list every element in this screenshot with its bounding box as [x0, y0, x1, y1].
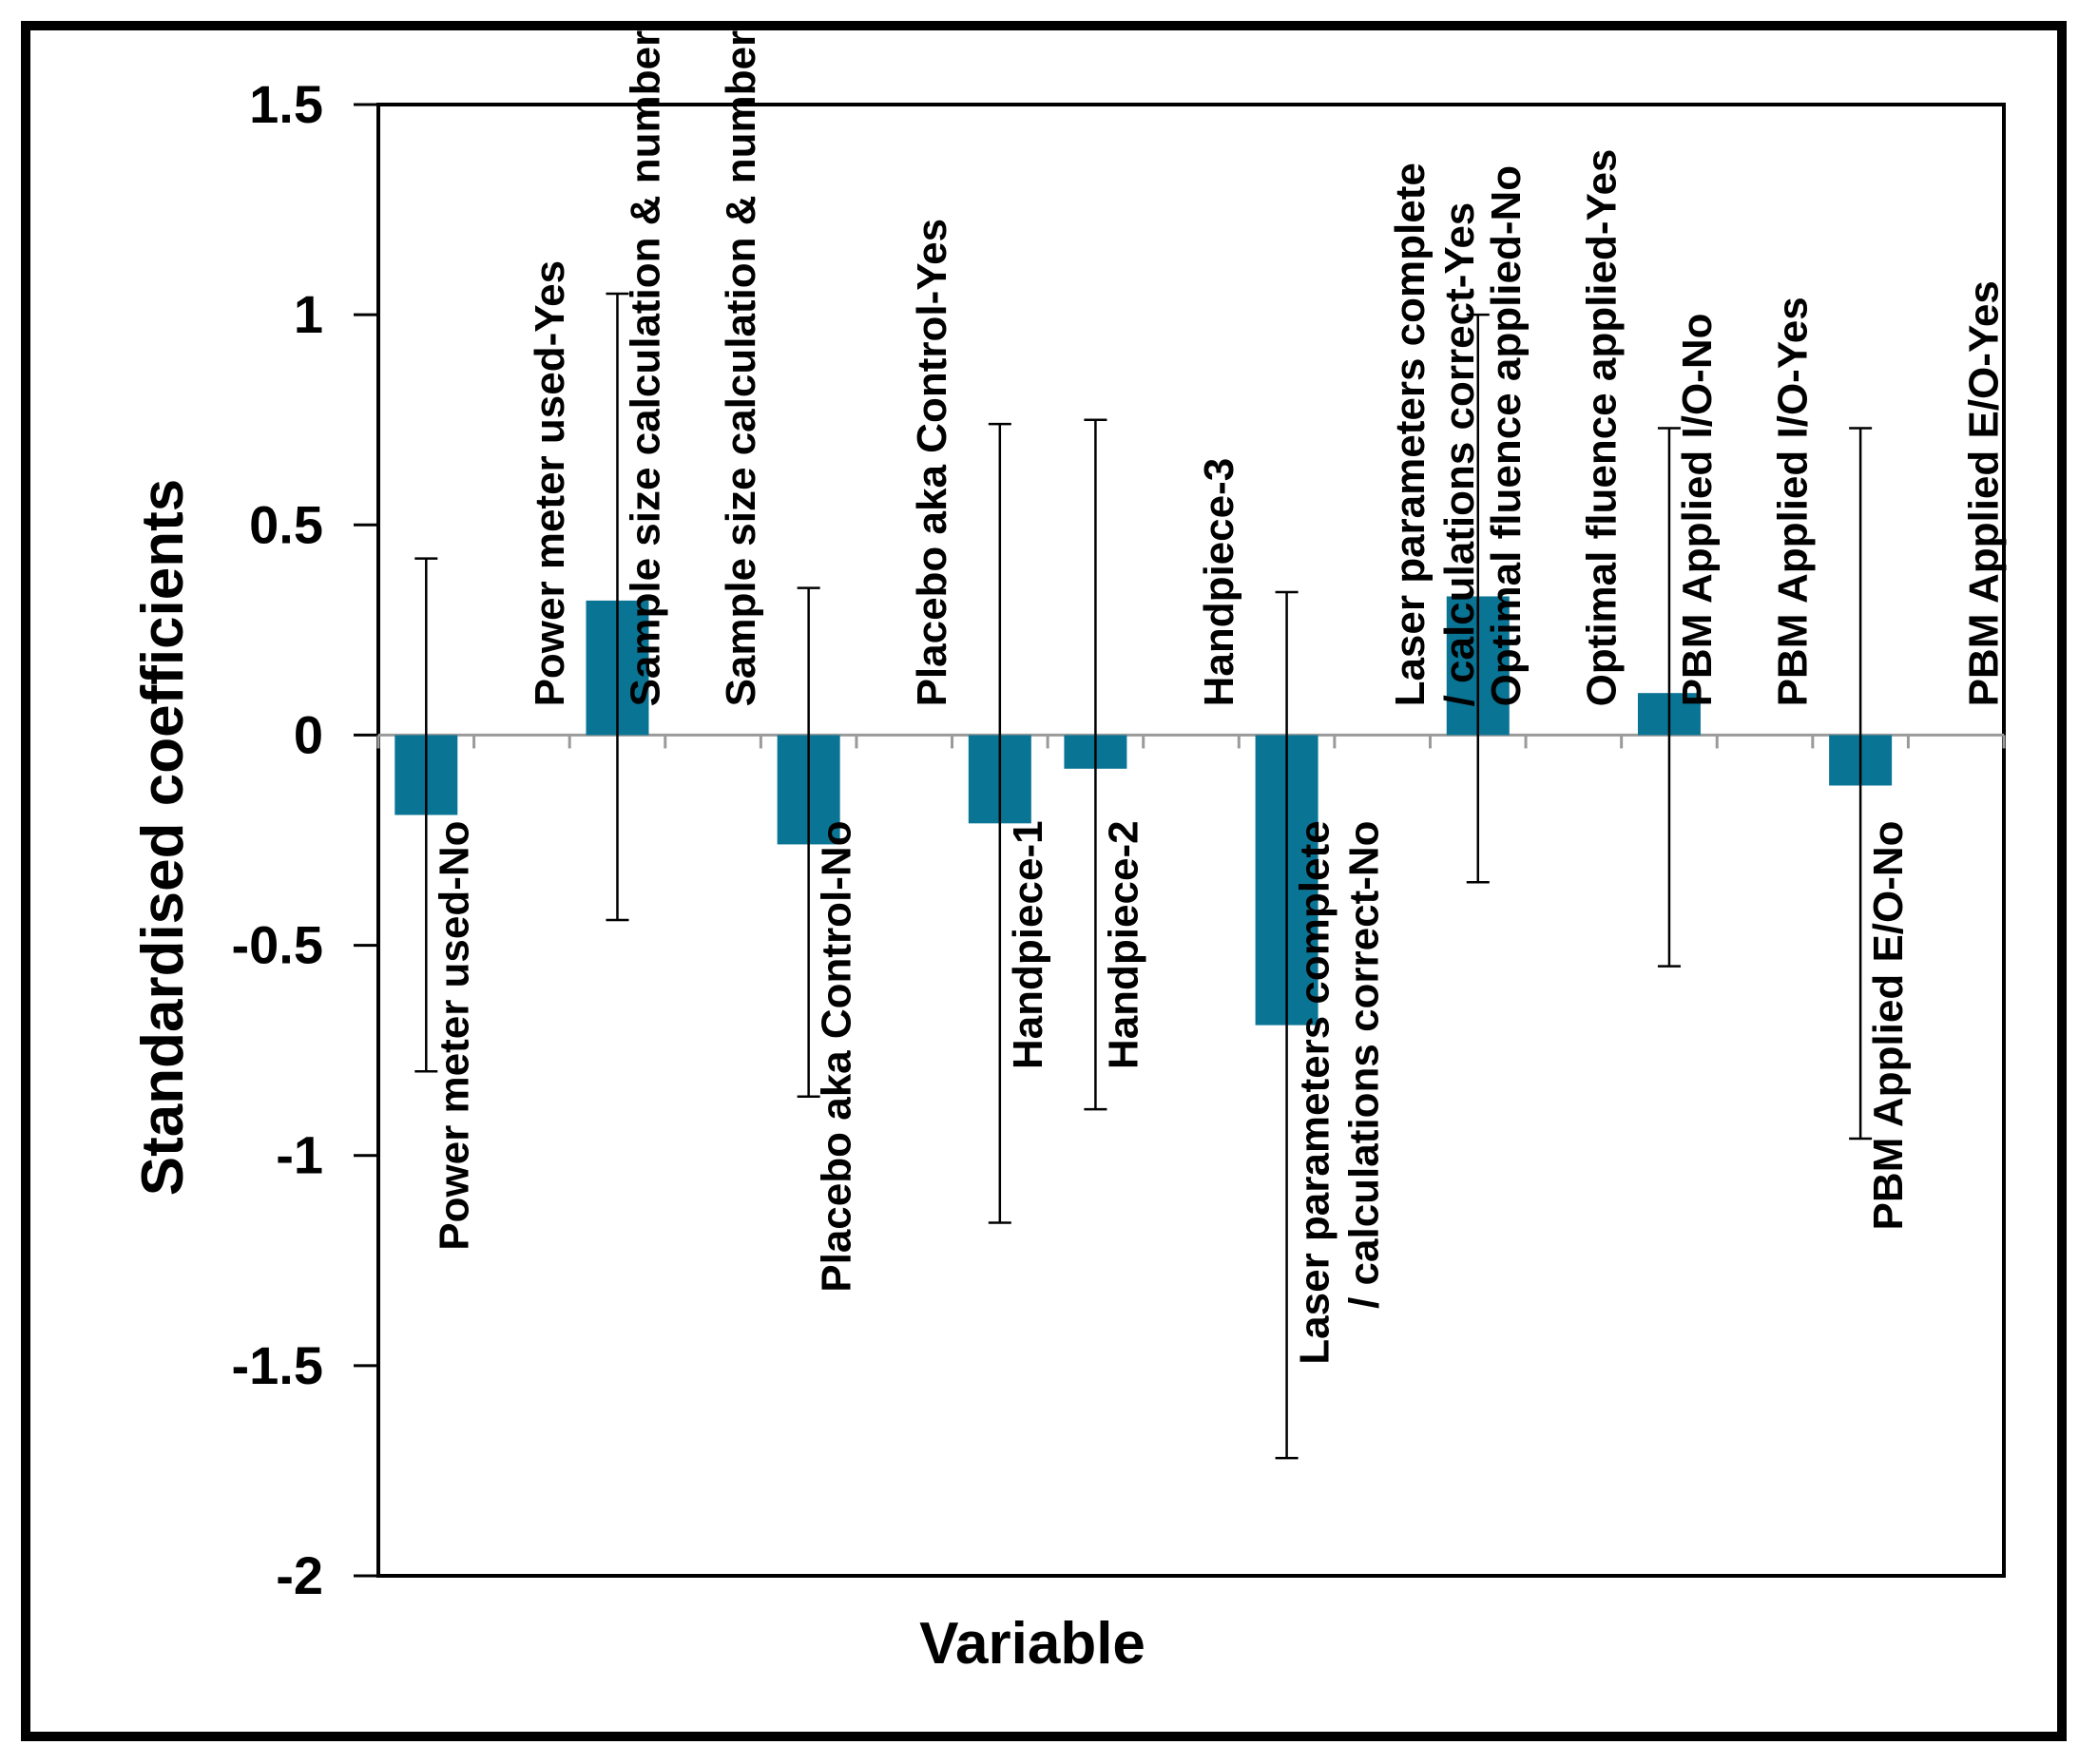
category-label: Laser parameters complete/ calculations …	[1387, 163, 1483, 706]
category-label: Placebo aka Control-No	[814, 820, 860, 1292]
category-label: PBM Applied I/O-No	[1674, 314, 1721, 707]
category-label: Handpiece-1	[1005, 820, 1051, 1069]
y-tick-label: -0.5	[232, 915, 324, 975]
bar-chart: 1.5 1 0.5 0 -0.5 -1 -1.5 -2 Power meter used-No…	[130, 30, 2008, 1677]
figure-frame: 1.5 1 0.5 0 -0.5 -1 -1.5 -2 Power meter used-No…	[21, 21, 2067, 1741]
y-tick-label: 0.5	[249, 494, 323, 554]
category-label: Optimal fluence applied-No	[1483, 165, 1530, 707]
category-label: Optimal fluence applied-Yes	[1578, 149, 1625, 707]
y-tick-label: -2	[276, 1545, 323, 1605]
x-axis-title: Variable	[919, 1611, 1145, 1677]
category-label: Placebo aka Control-Yes	[909, 219, 955, 707]
category-label: Power meter used-Yes	[527, 260, 573, 707]
category-label: Sample size calculation & number-No	[622, 30, 668, 706]
error-bars	[414, 292, 1873, 1460]
y-tick-label: 1	[294, 284, 323, 344]
category-label: PBM Applied I/O-Yes	[1770, 297, 1817, 706]
y-axis-title: Standardised coefficients	[130, 479, 196, 1197]
zero-line-group	[376, 733, 2006, 749]
category-label: PBM Applied E/O-No	[1865, 820, 1912, 1230]
category-label: Power meter used-No	[431, 820, 477, 1250]
y-tick-label: -1	[276, 1125, 323, 1185]
category-labels: Power meter used-No Power meter used-Yes S…	[431, 30, 2007, 1365]
y-axis: 1.5 1 0.5 0 -0.5 -1 -1.5 -2	[232, 74, 378, 1605]
y-tick-label: -1.5	[232, 1335, 324, 1395]
category-label: PBM Applied E/O-Yes	[1961, 280, 2008, 706]
category-label: Handpiece-3	[1196, 458, 1242, 707]
category-label: Handpiece-2	[1100, 820, 1146, 1069]
category-label: Laser parameters complete/ calculations …	[1292, 820, 1388, 1364]
category-label: Sample size calculation & number-Yes	[718, 30, 764, 706]
plot-area	[376, 103, 2006, 1578]
y-tick-label: 0	[294, 704, 323, 764]
y-tick-label: 1.5	[249, 74, 323, 134]
